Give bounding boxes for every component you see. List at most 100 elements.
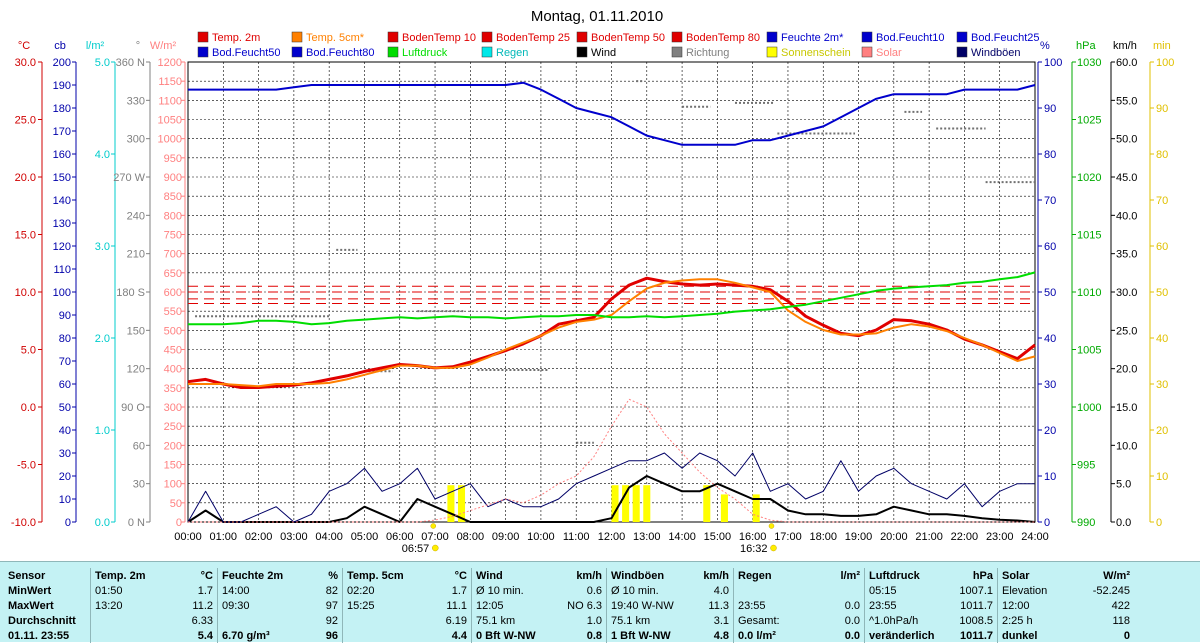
- stats-cell: 15:25: [342, 598, 423, 613]
- axis-tick-label: 90: [1156, 103, 1168, 115]
- legend-swatch: [861, 31, 873, 43]
- axis-tick-label: 50: [170, 498, 182, 510]
- stats-cell: 02:20: [342, 583, 423, 598]
- legend-label: BodenTemp 25: [496, 32, 570, 44]
- x-tick-label: 03:00: [280, 531, 308, 543]
- axis-tick-label: 0: [1044, 517, 1050, 529]
- axis-tick-label: 0 N: [128, 517, 145, 529]
- axis-tick-label: 10: [59, 494, 71, 506]
- x-tick-label: 02:00: [245, 531, 273, 543]
- axis-tick-label: 1000: [158, 134, 182, 146]
- legend: Temp. 2m Temp. 5cm* BodenTemp 10 BodenTemp …: [197, 31, 1040, 59]
- axis-unit: cb: [54, 40, 66, 52]
- axis-tick-label: 1050: [158, 115, 182, 127]
- axis-tick-label: 650: [164, 268, 182, 280]
- stats-cell: Gesamt:: [733, 613, 812, 628]
- stats-cell: 0.0: [844, 599, 860, 612]
- stats-cell: 1 Bft W-NW: [606, 628, 687, 643]
- stats-cell: ^1.0hPa/h: [864, 613, 945, 628]
- axis-unit: hPa: [1076, 40, 1096, 52]
- axis-tick-label: 80: [59, 333, 71, 345]
- sun-time-label: 16:32: [740, 543, 768, 555]
- axis-tick-label: 950: [164, 153, 182, 165]
- axis-tick-label: 20: [59, 471, 71, 483]
- axis-tick-label: 130: [53, 218, 71, 230]
- axis-tick-label: 200: [164, 440, 182, 452]
- axis-tick-label: 30: [1156, 379, 1168, 391]
- axis-tick-label: 10.0: [1116, 440, 1137, 452]
- stats-cell: 0.0: [844, 629, 860, 642]
- x-tick-label: 13:00: [633, 531, 661, 543]
- stats-cell: 4.8: [713, 629, 729, 642]
- axis-tick-label: 240: [127, 210, 145, 222]
- axis-tick-label: 70: [59, 356, 71, 368]
- stats-cell: 01:50: [90, 583, 169, 598]
- legend-swatch: [671, 31, 683, 43]
- axis-tick-label: 0: [1156, 517, 1162, 529]
- x-tick-label: 07:00: [421, 531, 449, 543]
- axis-tick-label: 80: [1156, 149, 1168, 161]
- sun-icon: [432, 544, 439, 552]
- series-line: [188, 81, 1036, 146]
- sunshine-bar: [632, 485, 640, 522]
- x-tick-label: 04:00: [315, 531, 343, 543]
- x-tick-label: 18:00: [809, 531, 837, 543]
- axis-tick-label: 550: [164, 306, 182, 318]
- stats-row: MaxWert 13:20 11.2 09:30 97 15:25 11.1 12:05 NO …: [4, 598, 1134, 613]
- axis-tick-label: 160: [53, 149, 71, 161]
- stats-cell: 11.3: [708, 599, 729, 612]
- axis-tick-label: 30.0: [1116, 287, 1137, 299]
- axis-tick-label: -10.0: [11, 517, 36, 529]
- stats-cell: Regen: [733, 568, 812, 583]
- legend-swatch: [387, 46, 399, 58]
- stats-cell: 12:05: [471, 598, 554, 613]
- axis-tick-label: 35.0: [1116, 249, 1137, 261]
- stats-cell: [90, 613, 169, 628]
- series-line: [187, 276, 1036, 389]
- stats-cell: 0.0: [844, 614, 860, 627]
- sunshine-bar: [611, 485, 619, 522]
- axis-tick-label: 60.0: [1116, 57, 1137, 69]
- axis-tick-label: 300: [164, 402, 182, 414]
- sun-time-label: 06:57: [402, 543, 430, 555]
- axis-tick-label: 1000: [1077, 402, 1101, 414]
- axis-tick-label: 10: [1156, 471, 1168, 483]
- sunshine-bar: [622, 485, 630, 522]
- axis-tick-label: 500: [164, 325, 182, 337]
- axis-tick-label: 1005: [1077, 345, 1101, 357]
- stats-cell: 23:55: [733, 598, 812, 613]
- stats-cell: 11.1: [446, 599, 467, 612]
- axis-tick-label: 30: [133, 479, 145, 491]
- x-tick-label: 11:00: [563, 531, 590, 543]
- axis-tick-label: 20: [1156, 425, 1168, 437]
- axis-tick-label: 1200: [158, 57, 182, 69]
- axis-unit: °: [136, 40, 140, 52]
- stats-cell: 0.8: [586, 629, 602, 642]
- axis-tick-label: 1025: [1077, 115, 1101, 127]
- x-tick-label: 23:00: [986, 531, 1014, 543]
- axis-tick-label: 25.0: [1116, 325, 1137, 337]
- plot-series: [187, 80, 1036, 523]
- stats-cell: W/m²: [1103, 569, 1130, 582]
- legend-swatch: [956, 46, 968, 58]
- stats-cell: Durchschnitt: [8, 614, 76, 627]
- stats-cell: 4.4: [451, 629, 467, 642]
- axis-tick-label: 170: [53, 126, 71, 138]
- stats-cell: dunkel: [997, 628, 1076, 643]
- axis-tick-label: 120: [127, 364, 145, 376]
- axis-tick-label: 180: [53, 103, 71, 115]
- stats-cell: 6.70 g/m³: [217, 628, 296, 643]
- x-tick-label: 08:00: [457, 531, 485, 543]
- legend-label: Temp. 2m: [212, 32, 260, 44]
- stats-cell: [342, 613, 423, 628]
- series-line: [188, 278, 1036, 388]
- stats-cell: Luftdruck: [864, 568, 945, 583]
- axis-tick-label: 50.0: [1116, 134, 1137, 146]
- stats-cell: Temp. 5cm: [342, 568, 423, 583]
- axis-tick-label: 990: [1077, 517, 1095, 529]
- stats-cell: [90, 628, 169, 643]
- legend-label: Windböen: [971, 47, 1021, 59]
- axis-tick-label: 190: [53, 80, 71, 92]
- sunshine-bar: [703, 485, 711, 522]
- x-tick-label: 10:00: [527, 531, 555, 543]
